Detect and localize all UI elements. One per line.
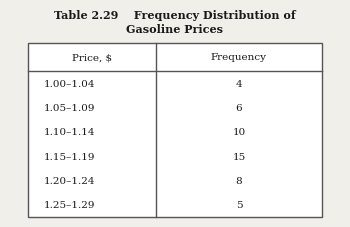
Text: 1.20–1.24: 1.20–1.24	[44, 176, 96, 185]
Text: 1.15–1.19: 1.15–1.19	[44, 152, 96, 161]
Text: 1.05–1.09: 1.05–1.09	[44, 104, 96, 113]
Text: 1.10–1.14: 1.10–1.14	[44, 128, 96, 137]
Text: 10: 10	[232, 128, 246, 137]
Text: Gasoline Prices: Gasoline Prices	[126, 24, 224, 35]
Bar	[28, 44, 322, 217]
Text: 6: 6	[236, 104, 242, 113]
Text: 4: 4	[236, 79, 242, 88]
Text: 1.00–1.04: 1.00–1.04	[44, 79, 96, 88]
Text: Price, $: Price, $	[72, 53, 112, 62]
Text: Frequency: Frequency	[211, 53, 267, 62]
Text: 15: 15	[232, 152, 246, 161]
Text: 8: 8	[236, 176, 242, 185]
Text: 1.25–1.29: 1.25–1.29	[44, 200, 96, 210]
Text: 5: 5	[236, 200, 242, 210]
Text: Table 2.29    Frequency Distribution of: Table 2.29 Frequency Distribution of	[54, 10, 296, 21]
